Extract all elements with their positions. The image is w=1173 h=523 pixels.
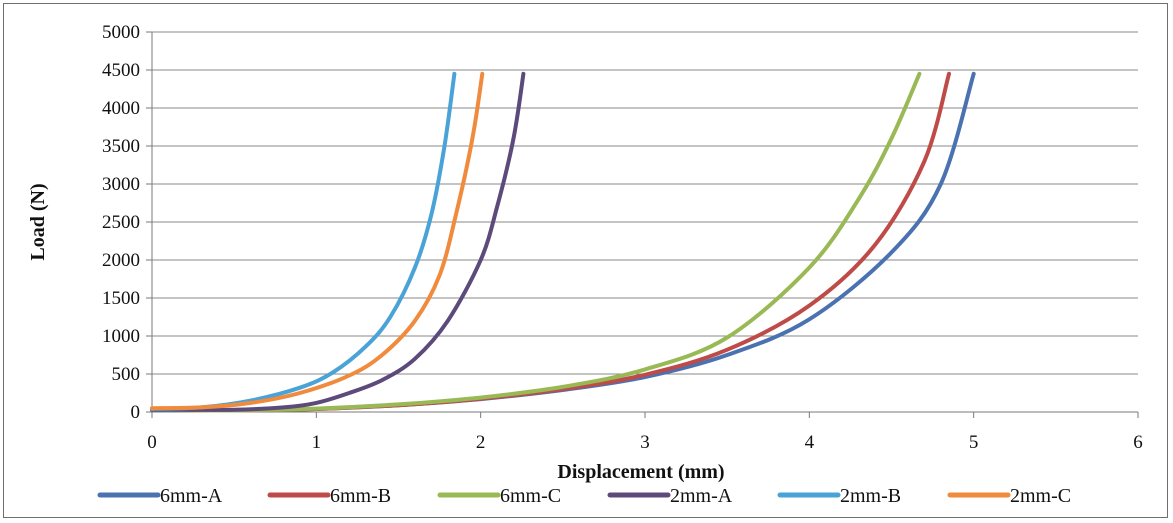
x-tick-label: 3 <box>640 432 650 453</box>
y-tick-label: 3000 <box>102 174 140 195</box>
y-tick-label: 4500 <box>102 60 140 81</box>
legend-label-6mm-c: 6mm-C <box>500 485 561 507</box>
legend-label-6mm-b: 6mm-B <box>330 485 391 507</box>
legend-label-2mm-c: 2mm-C <box>1010 485 1071 507</box>
x-axis-title: Displacement (mm) <box>557 461 724 483</box>
legend: 6mm-A 6mm-B 6mm-C 2mm-A 2mm-B 2mm-C <box>97 485 1071 507</box>
series-line-2mm-a <box>150 71 526 412</box>
y-tick-label: 4000 <box>102 98 140 119</box>
series-line-6mm-c <box>150 71 922 413</box>
y-tick-label: 5000 <box>102 22 140 43</box>
x-tick-label: 0 <box>147 432 157 453</box>
y-tick-label: 3500 <box>102 136 140 157</box>
y-tick-label: 0 <box>131 402 141 423</box>
gridlines <box>152 31 1138 375</box>
series-layer <box>150 71 976 413</box>
legend-label-2mm-a: 2mm-A <box>670 485 733 507</box>
y-tick-label: 2000 <box>102 250 140 271</box>
x-tick-label: 5 <box>969 432 979 453</box>
x-tick-label: 4 <box>805 432 815 453</box>
tick-labels: 0 500 1000 1500 2000 2500 3000 3500 4000 4500 5000… <box>102 22 1143 453</box>
x-tick-label: 6 <box>1133 432 1143 453</box>
series-line-2mm-c <box>150 71 485 411</box>
axes <box>146 31 1139 418</box>
x-tick-label: 2 <box>476 432 486 453</box>
legend-label-6mm-a: 6mm-A <box>160 485 223 507</box>
legend-label-2mm-b: 2mm-B <box>840 485 901 507</box>
series-line-6mm-a <box>150 71 976 413</box>
y-axis-title: Load (N) <box>27 183 49 260</box>
y-tick-label: 1000 <box>102 326 140 347</box>
series-line-2mm-b <box>150 71 457 411</box>
y-tick-label: 1500 <box>102 288 140 309</box>
x-tick-label: 1 <box>312 432 322 453</box>
y-tick-label: 2500 <box>102 212 140 233</box>
y-tick-label: 500 <box>112 364 141 385</box>
